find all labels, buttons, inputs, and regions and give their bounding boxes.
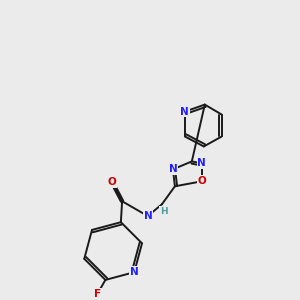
Text: O: O xyxy=(197,176,206,186)
Text: O: O xyxy=(108,177,116,187)
Text: N: N xyxy=(197,158,206,168)
Text: F: F xyxy=(94,289,101,299)
Text: H: H xyxy=(160,207,168,216)
Text: N: N xyxy=(144,211,152,221)
Text: N: N xyxy=(169,164,177,174)
Text: N: N xyxy=(181,106,189,117)
Text: N: N xyxy=(130,267,139,277)
